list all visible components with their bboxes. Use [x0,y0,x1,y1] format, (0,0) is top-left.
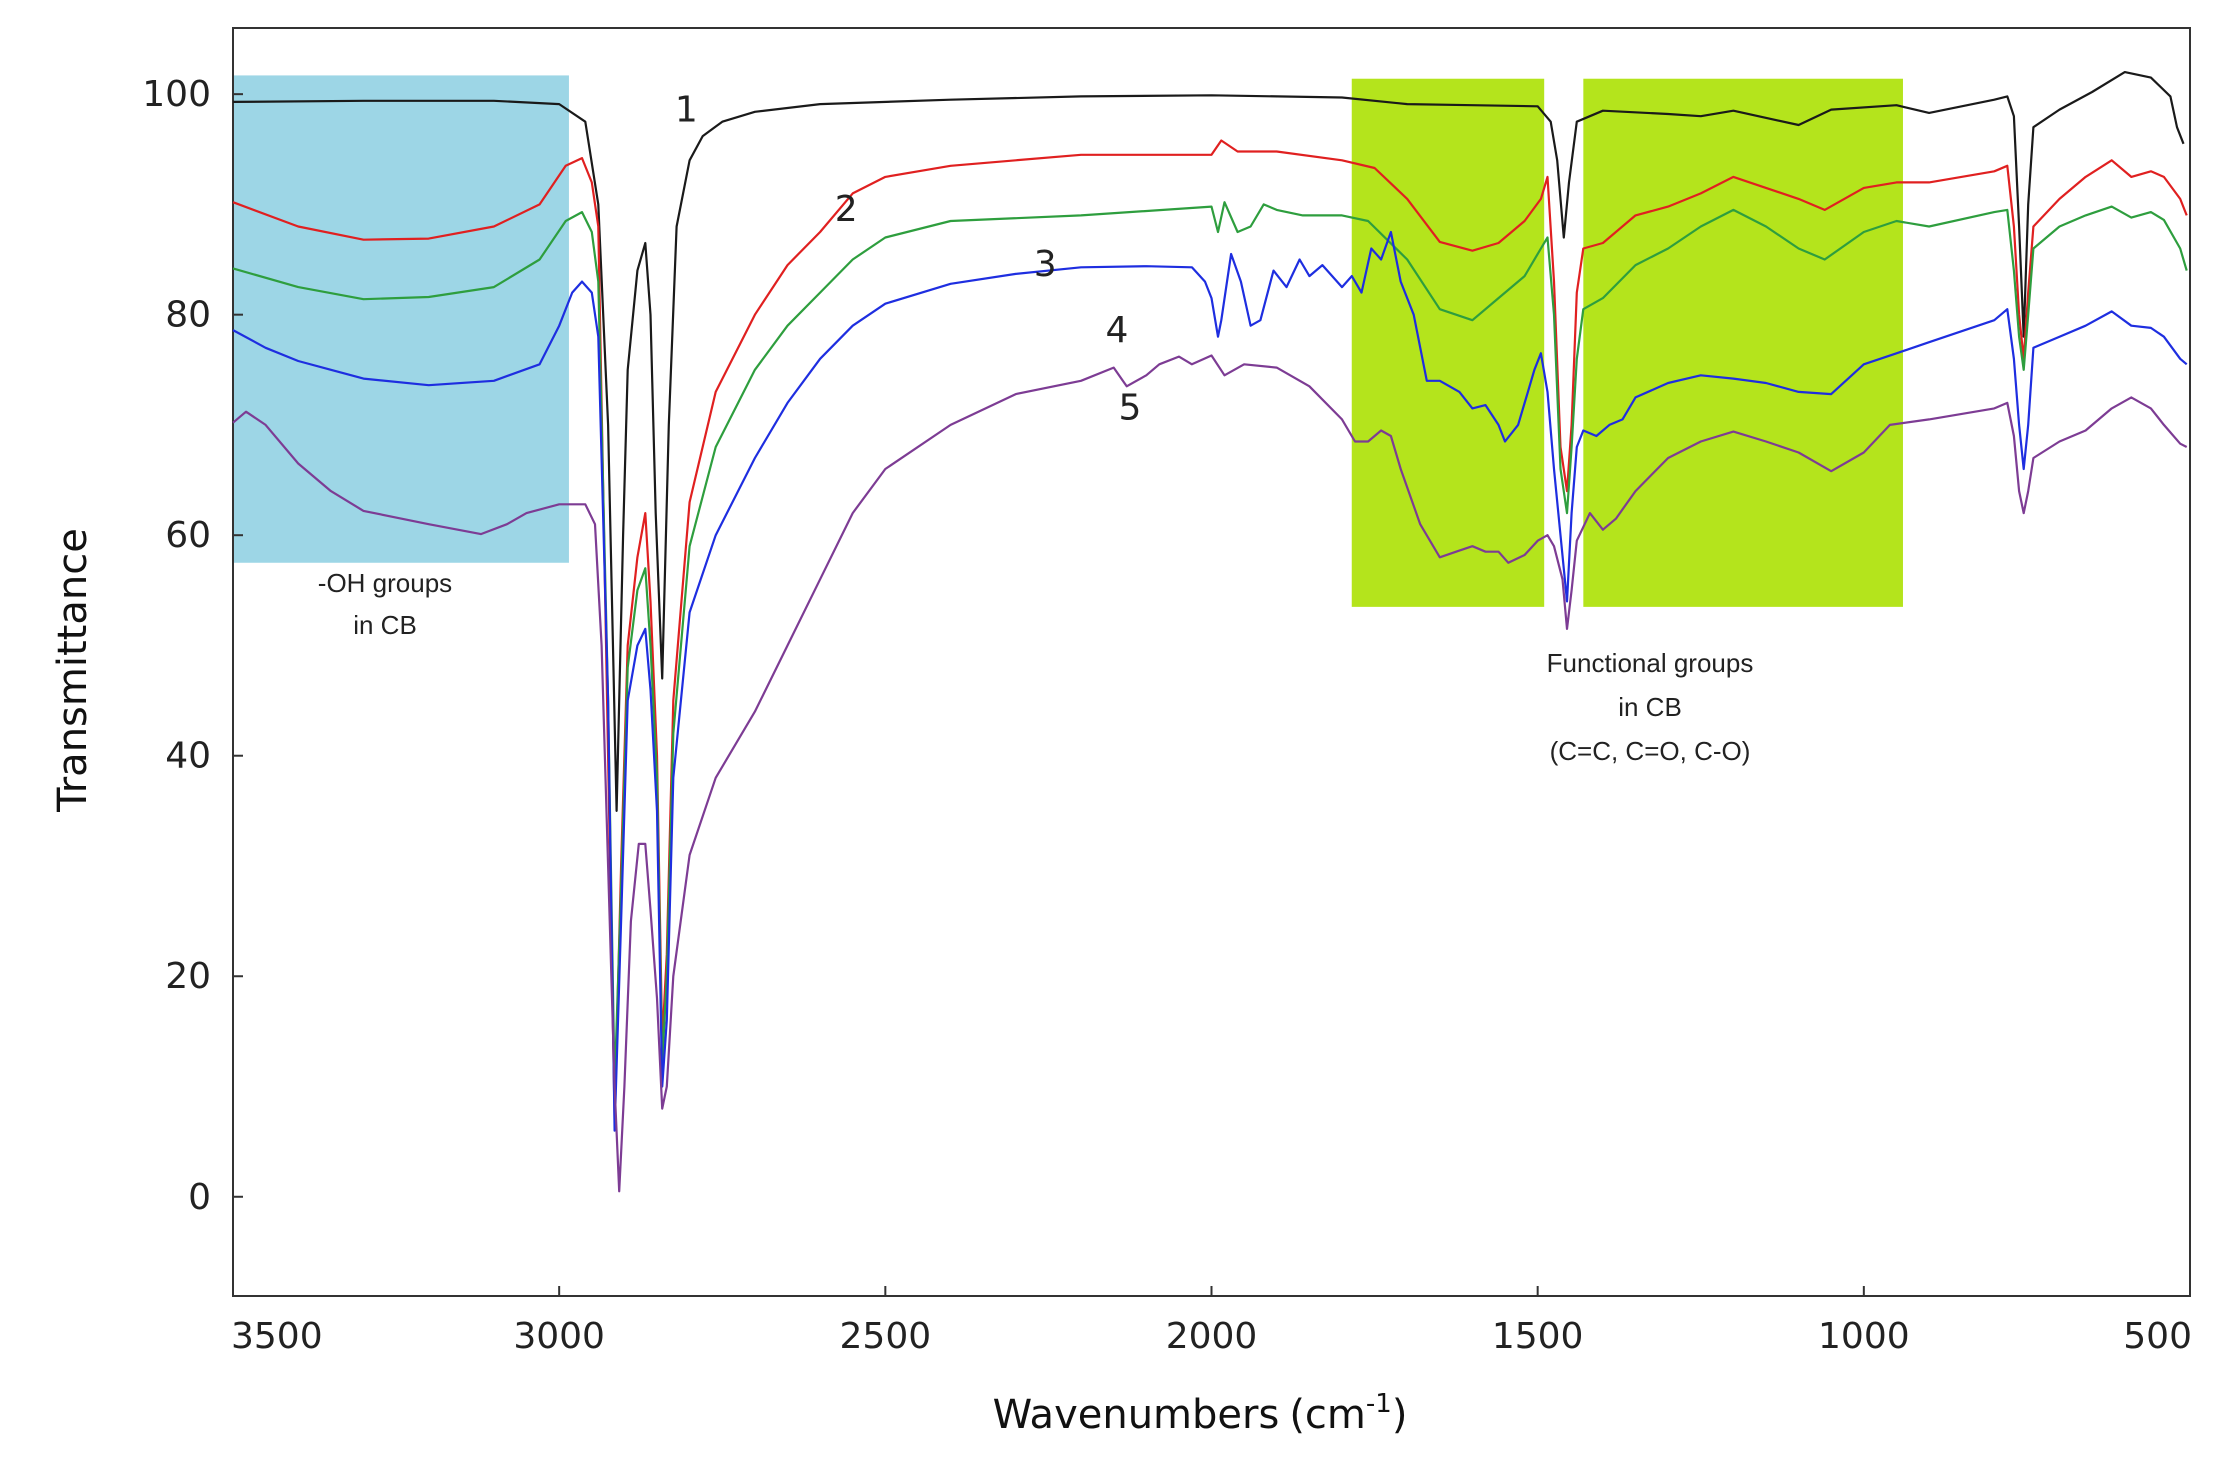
x-axis-ticks: 3500 3000 2500 2000 1500 1000 500 [231,1286,2192,1357]
functional-groups-annotation-line-1: Functional groups [1547,648,1754,678]
functional-groups-annotation-line-3: (C=C, C=O, C-O) [1550,736,1751,766]
series-label-2: 2 [835,189,858,230]
x-tick-label-3500: 3500 [231,1316,323,1357]
y-tick-label-20: 20 [165,956,211,997]
x-tick-label-1000: 1000 [1818,1316,1910,1357]
series-label-1: 1 [675,90,698,131]
functional-region-a [1351,78,1545,607]
x-axis-title-text: Wavenumbers [993,1392,1280,1438]
y-tick-label-100: 100 [142,74,211,115]
x-axis-unit-close: ) [1392,1392,1408,1438]
series-labels: 1 2 3 4 5 [675,90,1141,429]
series-line-4 [232,230,2188,1132]
oh-groups-annotation-line-1: -OH groups [318,568,452,598]
oh-groups-annotation-line-2: in CB [353,610,417,640]
functional-region-b [1583,78,1903,607]
x-axis-title: Wavenumbers (cm-1) [993,1389,1408,1438]
y-axis-title: Transmittance [50,528,96,813]
series-group [232,71,2188,1193]
y-tick-label-60: 60 [165,515,211,556]
x-tick-label-3000: 3000 [513,1316,605,1357]
functional-groups-annotation-line-2: in CB [1618,692,1682,722]
x-tick-label-2500: 2500 [840,1316,932,1357]
series-line-5 [232,354,2188,1193]
x-tick-label-1500: 1500 [1492,1316,1584,1357]
y-tick-label-0: 0 [188,1177,211,1218]
highlight-regions [233,75,1903,607]
x-tick-label-2000: 2000 [1166,1316,1258,1357]
x-axis-unit-superscript: -1 [1366,1389,1392,1419]
series-line-3 [232,201,2188,1088]
series-label-3: 3 [1034,244,1057,285]
series-label-5: 5 [1119,387,1142,428]
x-tick-label-500: 500 [2123,1316,2192,1357]
y-axis-ticks: 0 20 40 60 80 100 [142,74,243,1218]
y-tick-label-40: 40 [165,736,211,777]
series-line-1 [232,71,2185,812]
series-label-4: 4 [1105,310,1128,351]
x-axis-unit: (cm [1289,1392,1366,1438]
y-tick-label-80: 80 [165,295,211,336]
oh-region [233,75,569,563]
